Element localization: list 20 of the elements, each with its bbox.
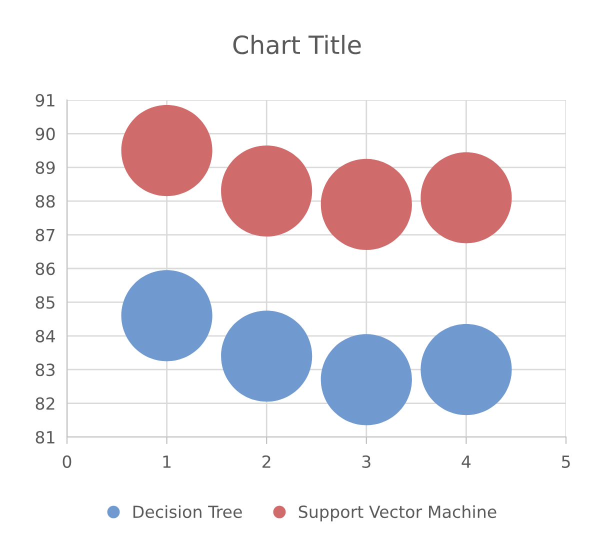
chart-title: Chart Title [233, 34, 361, 54]
y-tick-label: 87 [36, 228, 54, 242]
y-tick-label: 91 [36, 94, 54, 107]
x-tick-label: 3 [362, 455, 370, 468]
y-tick-label: 89 [36, 161, 55, 174]
legend-label: Decision Tree [133, 505, 242, 518]
x-tick-label: 1 [163, 456, 171, 468]
x-tick-label: 2 [262, 455, 270, 468]
y-tick-label: 81 [36, 430, 54, 444]
y-tick-label: 90 [36, 128, 55, 140]
y-tick-label: 83 [36, 364, 55, 376]
y-tick-label: 85 [36, 296, 54, 309]
y-tick-label: 86 [36, 262, 55, 276]
legend-label: Support Vector Machine [298, 505, 496, 522]
x-tick-label: 5 [562, 456, 570, 468]
y-tick-label: 82 [36, 397, 54, 410]
y-tick-label: 88 [36, 195, 55, 208]
y-tick-label: 84 [36, 330, 55, 342]
x-tick-label: 4 [462, 456, 471, 468]
x-tick-label: 0 [62, 455, 72, 468]
